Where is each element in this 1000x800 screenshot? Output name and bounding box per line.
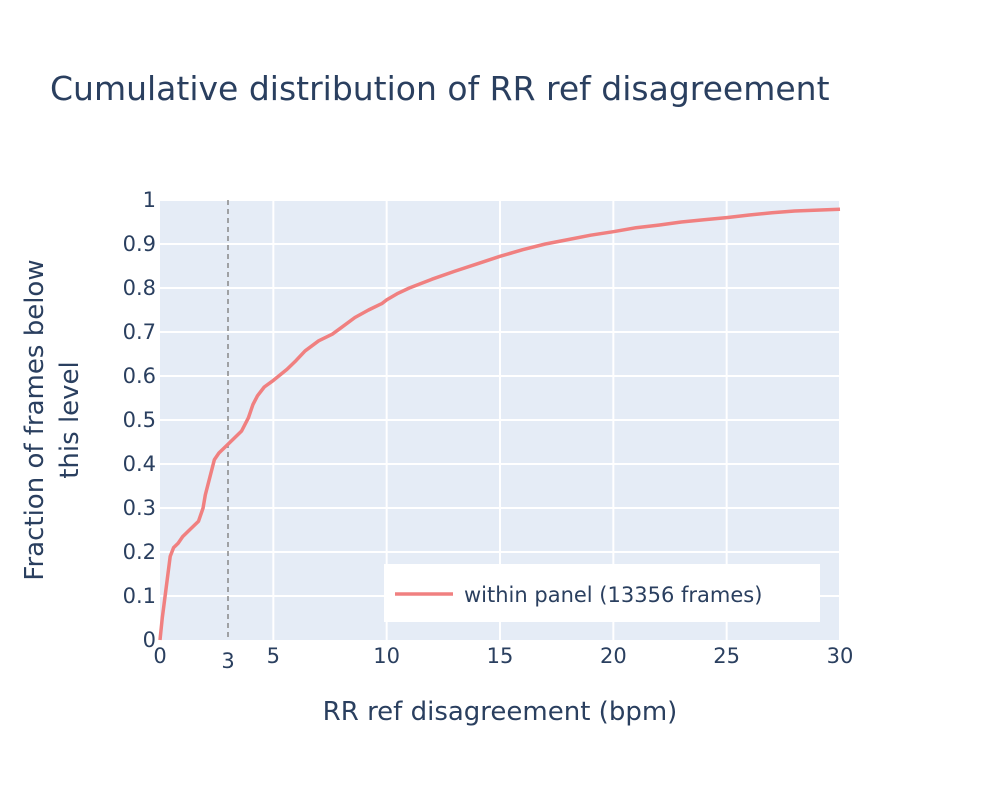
- legend-box: [384, 564, 820, 622]
- y-tick-label: 0: [143, 628, 156, 652]
- x-tick-label: 5: [267, 644, 280, 668]
- x-tick-label: 3: [221, 649, 234, 673]
- y-tick-label: 0.2: [123, 540, 156, 564]
- x-tick-label: 30: [827, 644, 854, 668]
- series-line: [158, 207, 841, 641]
- x-tick-label: 0: [153, 644, 166, 668]
- y-tick-label: 1: [143, 188, 156, 212]
- chart-title: Cumulative distribution of RR ref disagr…: [50, 69, 830, 108]
- legend-label: within panel (13356 frames): [464, 583, 762, 607]
- x-tick-label: 25: [713, 644, 740, 668]
- y-tick-label: 0.7: [123, 320, 156, 344]
- legend: within panel (13356 frames): [384, 564, 820, 622]
- x-tick-label: 15: [487, 644, 514, 668]
- y-tick-label: 0.8: [123, 276, 156, 300]
- y-tick-label: 0.4: [123, 452, 156, 476]
- y-tick-label: 0.3: [123, 496, 156, 520]
- grid-lines: [160, 199, 841, 640]
- x-tick-labels: 0 3 5 10 15 20 25 30: [153, 644, 853, 673]
- x-tick-label: 20: [600, 644, 627, 668]
- x-axis-title: RR ref disagreement (bpm): [323, 697, 678, 727]
- y-axis-title-line1: Fraction of frames below: [20, 259, 50, 580]
- y-tick-label: 0.5: [123, 408, 156, 432]
- y-tick-label: 0.9: [123, 232, 156, 256]
- y-tick-labels: 0 0.1 0.2 0.3 0.4 0.5 0.6 0.7 0.8 0.9 1: [123, 188, 156, 652]
- y-axis-title: Fraction of frames below this level: [20, 259, 85, 580]
- x-tick-label: 10: [373, 644, 400, 668]
- y-tick-label: 0.1: [123, 584, 156, 608]
- series-group: [158, 207, 841, 641]
- y-axis-title-line2: this level: [55, 361, 85, 479]
- y-tick-label: 0.6: [123, 364, 156, 388]
